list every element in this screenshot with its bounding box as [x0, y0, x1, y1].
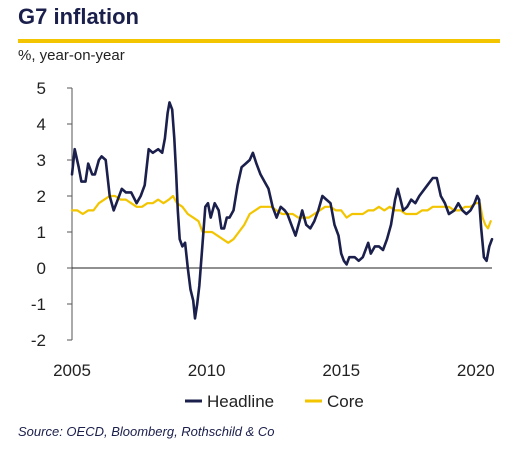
y-tick-label: 4 — [37, 115, 46, 134]
headline-series-line — [70, 101, 494, 320]
x-tick-label: 2020 — [457, 361, 495, 380]
core-series-line — [70, 194, 492, 244]
y-tick-label: -1 — [31, 295, 46, 314]
x-tick-label: 2005 — [53, 361, 91, 380]
core-legend-label: Core — [327, 392, 364, 411]
plot-area: -2 -1 0 1 2 3 4 5 2005 2010 2015 2020 — [31, 79, 495, 380]
source-note: Source: OECD, Bloomberg, Rothschild & Co — [18, 424, 275, 439]
x-tick-label: 2015 — [322, 361, 360, 380]
units-subtitle: %, year-on-year — [18, 47, 125, 64]
y-tick-label: 5 — [37, 79, 46, 98]
y-tick-label: 3 — [37, 151, 46, 170]
headline-legend-label: Headline — [207, 392, 274, 411]
chart-legend: Headline Core — [185, 392, 364, 411]
x-tick-label: 2010 — [188, 361, 226, 380]
y-tick-label: 0 — [37, 259, 46, 278]
y-tick-label: 1 — [37, 223, 46, 242]
page-title: G7 inflation — [18, 4, 139, 29]
title-divider — [18, 39, 500, 43]
y-tick-label: 2 — [37, 187, 46, 206]
y-tick-label: -2 — [31, 331, 46, 350]
